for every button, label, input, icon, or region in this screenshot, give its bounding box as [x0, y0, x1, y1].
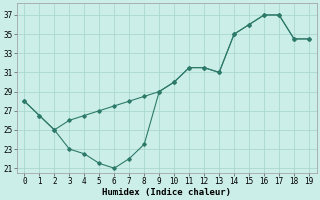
X-axis label: Humidex (Indice chaleur): Humidex (Indice chaleur): [102, 188, 231, 197]
